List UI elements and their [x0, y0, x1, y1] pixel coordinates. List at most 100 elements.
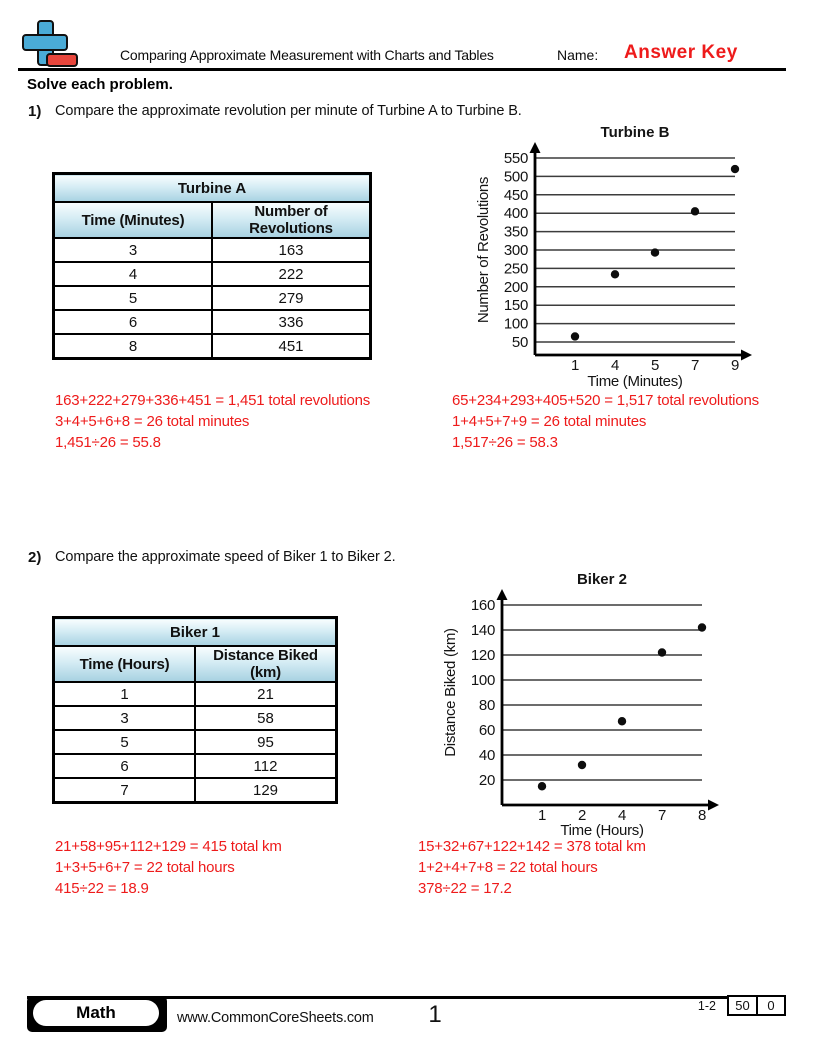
y-axis-arrow [529, 142, 541, 153]
table-cell: 279 [211, 285, 372, 311]
table-cell: 3 [52, 705, 196, 731]
problem-1-number: 1) [28, 103, 42, 120]
data-point [577, 760, 587, 770]
x-tick-label: 1 [571, 357, 579, 374]
column-header: Time (Hours) [52, 645, 196, 683]
problem-2-answers-right: 15+32+67+122+142 = 378 total km 1+2+4+7+8… [418, 836, 646, 899]
x-axis-title: Time (Minutes) [587, 373, 683, 390]
footer-rule [27, 996, 786, 999]
y-tick-label: 450 [504, 187, 528, 204]
data-point [570, 332, 580, 341]
table-cell: 4 [52, 261, 213, 287]
score-box-points: 50 [727, 995, 758, 1016]
answer-line: 65+234+293+405+520 = 1,517 total revolut… [452, 392, 759, 409]
problem-range: 1-2 [697, 999, 716, 1013]
table-cell: 6 [52, 309, 213, 335]
table-row: 3 163 [52, 237, 372, 263]
data-point [617, 717, 627, 726]
y-axis-title: Distance Biked (km) [442, 628, 459, 757]
y-tick-label: 550 [504, 150, 528, 167]
answer-line: 1+2+4+7+8 = 22 total hours [418, 859, 598, 876]
table-cell: 5 [52, 729, 196, 755]
y-tick-label: 400 [504, 205, 528, 222]
header-rule [18, 68, 786, 71]
data-point [730, 164, 740, 174]
x-tick-label: 4 [618, 807, 626, 824]
biker-2-chart: 20 40 60 80 100 120 140 160 1 2 4 7 8 Biker 2 Time (Ho… [442, 571, 719, 839]
page-number: 1 [428, 1001, 442, 1028]
table-row: 6 336 [52, 309, 372, 335]
x-tick-label: 7 [691, 357, 699, 374]
answer-line: 1+3+5+6+7 = 22 total hours [55, 859, 235, 876]
minus-icon [46, 53, 78, 67]
table-cell: 129 [194, 777, 338, 804]
answer-line: 1,517÷26 = 58.3 [452, 434, 558, 451]
y-tick-label: 50 [512, 334, 528, 351]
x-tick-label: 7 [658, 807, 666, 824]
x-tick-label: 8 [698, 807, 706, 824]
column-header: Time (Minutes) [52, 201, 213, 239]
y-axis-title: Number of Revolutions [475, 177, 492, 323]
worksheet-title: Comparing Approximate Measurement with C… [120, 47, 494, 63]
problem-1-question: Compare the approximate revolution per m… [55, 103, 522, 119]
table-cell: 451 [211, 333, 372, 360]
table-row: 5 279 [52, 285, 372, 311]
table-cell: 336 [211, 309, 372, 335]
y-tick-label: 350 [504, 224, 528, 241]
y-axis-arrow [496, 589, 508, 600]
answer-line: 378÷22 = 17.2 [418, 880, 512, 897]
x-tick-label: 2 [578, 807, 586, 824]
problem-2-answers-left: 21+58+95+112+129 = 415 total km 1+3+5+6+7… [55, 836, 282, 899]
turbine-a-table: Turbine A Time (Minutes) Number of Revolut… [52, 172, 372, 360]
table-row: 5 95 [52, 729, 338, 755]
x-axis-arrow [741, 349, 752, 361]
score-boxes: 50 0 [727, 995, 786, 1016]
y-tick-label: 80 [479, 697, 495, 714]
problem-2-number: 2) [28, 549, 42, 566]
data-point [690, 207, 700, 216]
data-point [657, 648, 667, 657]
y-tick-label: 140 [471, 622, 495, 639]
answer-line: 15+32+67+122+142 = 378 total km [418, 838, 646, 855]
y-tick-label: 150 [504, 297, 528, 314]
table-title: Biker 1 [52, 616, 338, 647]
answer-line: 163+222+279+336+451 = 1,451 total revolu… [55, 392, 371, 409]
biker-1-table: Biker 1 Time (Hours) Distance Biked (km) 1 2… [52, 616, 338, 804]
plus-icon-bar [22, 34, 68, 51]
column-header: Number of Revolutions [211, 201, 372, 239]
data-point [697, 623, 707, 632]
table-cell: 5 [52, 285, 213, 311]
table-cell: 163 [211, 237, 372, 263]
table-row: 6 112 [52, 753, 338, 779]
table-row: 7 129 [52, 777, 338, 804]
answer-line: 1+4+5+7+9 = 26 total minutes [452, 413, 647, 430]
table-cell: 21 [194, 681, 338, 707]
subject-label: Math [33, 1000, 159, 1026]
x-tick-label: 4 [611, 357, 619, 374]
y-tick-label: 160 [471, 597, 495, 614]
table-cell: 112 [194, 753, 338, 779]
answer-line: 3+4+5+6+8 = 26 total minutes [55, 413, 250, 430]
table-cell: 95 [194, 729, 338, 755]
y-tick-label: 250 [504, 260, 528, 277]
score-box-start: 0 [758, 995, 786, 1016]
y-tick-label: 100 [504, 316, 528, 333]
table-cell: 222 [211, 261, 372, 287]
y-tick-label: 300 [504, 242, 528, 259]
chart-title: Biker 2 [577, 571, 627, 588]
table-cell: 6 [52, 753, 196, 779]
problem-1-answers-left: 163+222+279+336+451 = 1,451 total revolu… [55, 390, 370, 453]
column-header: Distance Biked (km) [194, 645, 338, 683]
data-point [537, 782, 547, 791]
answer-line: 21+58+95+112+129 = 415 total km [55, 838, 282, 855]
y-tick-label: 20 [479, 772, 495, 789]
table-cell: 7 [52, 777, 196, 804]
chart-title: Turbine B [601, 124, 670, 141]
answer-line: 415÷22 = 18.9 [55, 880, 149, 897]
x-tick-label: 5 [651, 357, 659, 374]
x-tick-label: 1 [538, 807, 546, 824]
x-tick-label: 9 [731, 357, 739, 374]
answer-line: 1,451÷26 = 55.8 [55, 434, 161, 451]
y-tick-label: 200 [504, 279, 528, 296]
